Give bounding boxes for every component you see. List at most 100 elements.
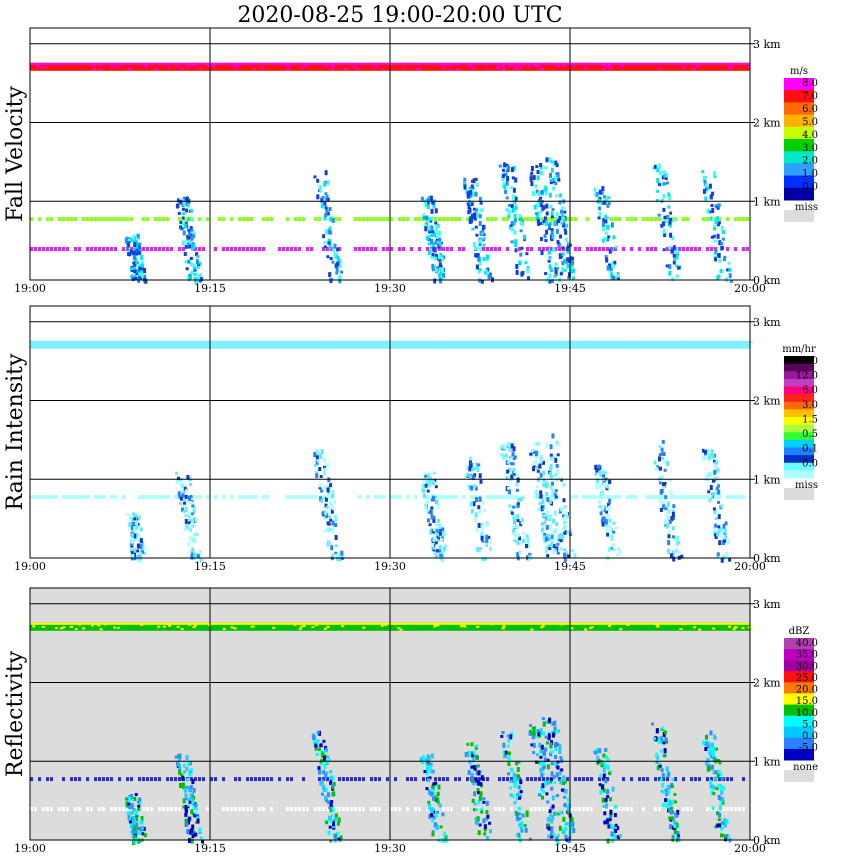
band-speckle — [165, 623, 169, 625]
cell-pixel — [133, 266, 137, 270]
cell-pixel — [177, 198, 180, 203]
cell-pixel — [606, 265, 610, 271]
cell-pixel — [514, 196, 518, 201]
band-speckle — [122, 344, 126, 347]
cell-pixel — [516, 477, 520, 483]
cell-pixel — [135, 244, 139, 249]
band-speckle — [606, 64, 609, 67]
layer-dot — [682, 217, 685, 222]
cell-pixel — [323, 181, 327, 187]
layer-dot — [646, 217, 649, 222]
cell-pixel — [129, 794, 133, 799]
cell-pixel — [516, 488, 519, 492]
layer-dot — [42, 807, 45, 811]
cell-pixel — [550, 786, 554, 791]
cell-pixel — [668, 264, 672, 270]
cell-pixel — [515, 797, 519, 801]
band-speckle — [608, 65, 612, 68]
cell-pixel — [712, 171, 716, 177]
cell-pixel — [548, 256, 552, 259]
cell-pixel — [179, 496, 183, 501]
cell-pixel — [668, 800, 672, 806]
cell-pixel — [320, 498, 324, 503]
cell-pixel — [188, 511, 192, 517]
cell-pixel — [426, 197, 430, 201]
layer-dot — [190, 777, 193, 782]
cell-pixel — [502, 173, 506, 177]
cell-pixel — [529, 173, 533, 178]
layer-dot — [262, 777, 265, 782]
cell-pixel — [597, 499, 601, 504]
cell-pixel — [190, 554, 194, 560]
band-speckle — [590, 626, 594, 629]
cell-pixel — [516, 833, 520, 837]
layer-dot — [346, 807, 349, 811]
cell-pixel — [472, 241, 476, 247]
cell-pixel — [433, 278, 437, 284]
band-speckle — [353, 65, 357, 68]
cell-pixel — [193, 266, 196, 270]
band-speckle — [522, 342, 526, 345]
layer-dot — [706, 777, 709, 782]
cell-pixel — [668, 224, 672, 228]
band-speckle — [746, 65, 750, 68]
cell-pixel — [431, 755, 435, 759]
cell-pixel — [481, 501, 485, 505]
cell-pixel — [134, 513, 137, 519]
layer-dot — [362, 247, 365, 251]
cell-pixel — [547, 737, 551, 741]
cell-pixel — [432, 517, 436, 523]
cell-pixel — [139, 544, 143, 550]
colorbar-swatch — [784, 114, 814, 128]
cell-pixel — [430, 238, 434, 244]
layer-dot — [102, 217, 105, 222]
cell-pixel — [427, 225, 431, 231]
band-speckle — [434, 623, 438, 626]
cell-pixel — [711, 471, 715, 476]
layer-dot — [246, 807, 249, 811]
cell-pixel — [717, 784, 721, 788]
layer-dot — [34, 495, 37, 500]
cell-pixel — [323, 471, 326, 475]
cell-pixel — [335, 831, 339, 836]
layer-dot — [182, 247, 185, 251]
cell-pixel — [475, 233, 479, 237]
cell-pixel — [508, 468, 511, 472]
layer-dot — [630, 247, 633, 251]
cell-pixel — [611, 543, 615, 548]
layer-dot — [326, 807, 329, 811]
cell-pixel — [520, 271, 524, 277]
cell-pixel — [562, 528, 566, 532]
cell-pixel — [438, 524, 441, 530]
cell-pixel — [560, 788, 564, 792]
layer-dot — [574, 247, 577, 251]
cell-pixel — [566, 530, 570, 534]
cell-pixel — [438, 255, 442, 260]
cell-pixel — [701, 455, 705, 461]
cell-pixel — [553, 175, 557, 181]
cell-pixel — [718, 240, 722, 246]
cell-pixel — [562, 828, 566, 832]
cell-pixel — [671, 834, 675, 839]
cell-pixel — [485, 534, 489, 539]
cell-pixel — [521, 813, 525, 818]
layer-dot — [142, 777, 145, 782]
cell-pixel — [324, 192, 328, 196]
cell-pixel — [551, 433, 555, 439]
cell-pixel — [557, 729, 561, 733]
cell-pixel — [512, 446, 516, 452]
cell-pixel — [550, 762, 554, 766]
cell-pixel — [607, 502, 610, 508]
band-speckle — [188, 623, 192, 626]
cell-pixel — [431, 753, 434, 757]
cell-pixel — [714, 825, 718, 829]
cell-pixel — [525, 534, 529, 538]
band-speckle — [315, 624, 319, 626]
cell-pixel — [327, 800, 331, 805]
layer-dot — [126, 807, 129, 811]
cell-pixel — [316, 194, 320, 200]
layer-dot — [494, 495, 497, 500]
band-speckle — [513, 65, 517, 68]
cell-pixel — [664, 788, 668, 792]
cell-pixel — [328, 272, 332, 278]
